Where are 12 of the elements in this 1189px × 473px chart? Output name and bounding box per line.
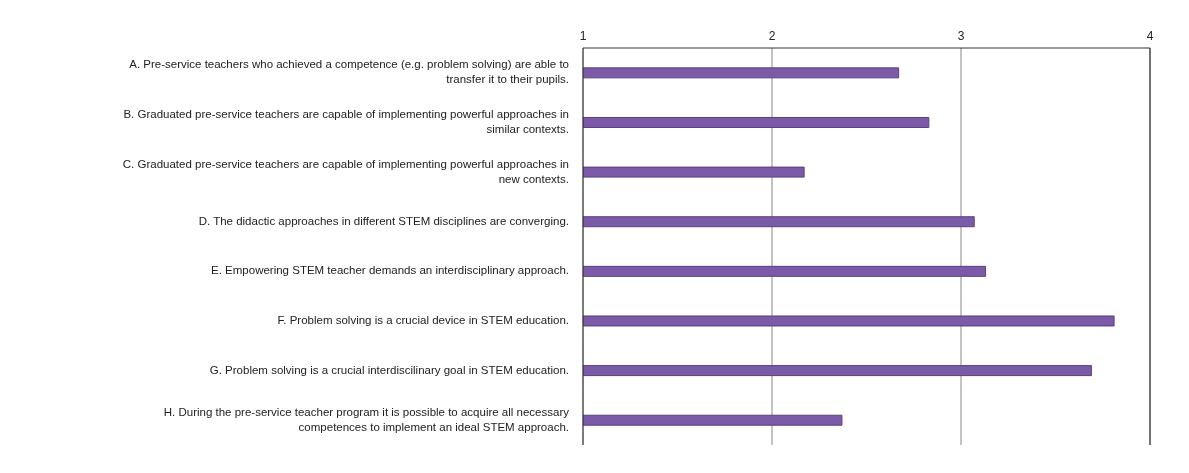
y-tick-label: C. Graduated pre-service teachers are capable of implementing powerful approaches in new contexts. [122,157,569,185]
y-tick-label: F. Problem solving is a crucial device in STEM education. [277,313,569,326]
y-tick-label: G. Problem solving is a crucial interdiscilinary goal in STEM education. [209,363,569,376]
y-tick-label: D. The didactic approaches in different STEM disciplines are converging. [198,214,569,227]
y-tick-label: E. Empowering STEM teacher demands an interdisciplinary approach. [211,264,569,277]
x-tick-label: 3 [957,29,965,43]
x-tick-label: 4 [1146,29,1154,43]
y-tick-label: H. During the pre-service teacher program it is possible to acquire all necessary competences to implement an ideal STEM approach. [163,405,570,433]
y-tick-label: B. Graduated pre-service teachers are capable of implementing powerful approaches in similar contexts. [123,107,569,135]
x-tick-label: 2 [768,29,776,43]
x-tick-label: 1 [579,29,587,43]
y-tick-label: A. Pre-service teachers who achieved a competence (e.g. problem solving) are able to transfer it to their pupils. [129,58,569,86]
